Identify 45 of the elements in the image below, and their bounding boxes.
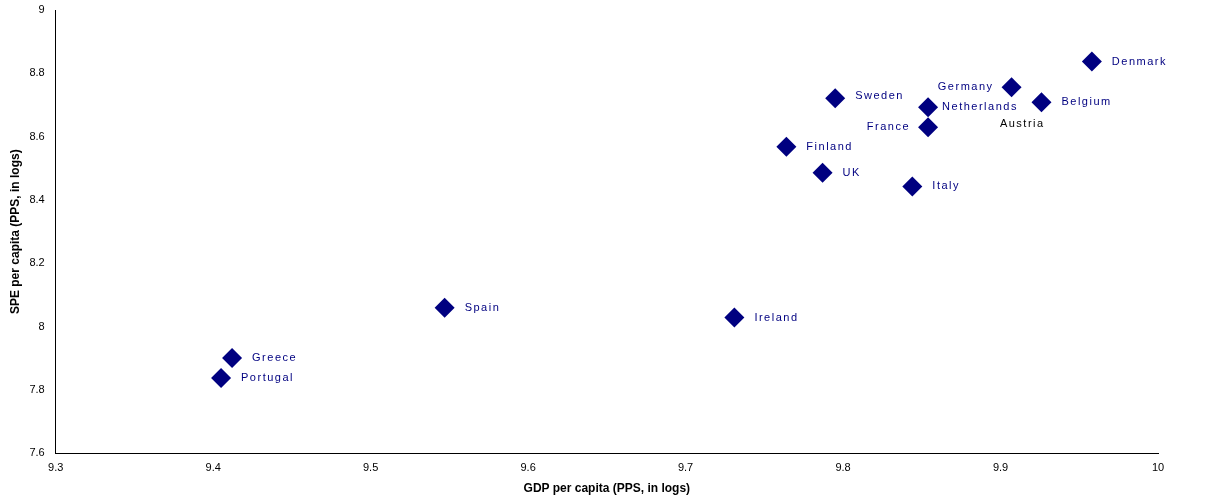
x-axis-title: GDP per capita (PPS, in logs) (523, 481, 691, 496)
y-tick-label: 9 (38, 3, 45, 16)
point (825, 88, 846, 109)
point (902, 176, 923, 197)
series-label: Italy (932, 179, 961, 192)
series-label: Sweden (855, 89, 904, 102)
point (1031, 92, 1052, 113)
x-tick-label: 9.3 (48, 461, 64, 474)
series-label: Spain (464, 300, 501, 313)
y-tick-label: 8.4 (29, 193, 45, 206)
x-tick-label: 9.4 (205, 461, 221, 474)
series-label: Belgium (1061, 95, 1112, 108)
series-label: Greece (252, 351, 298, 364)
series-label: Portugal (241, 371, 295, 384)
series-label: Finland (806, 139, 853, 152)
series-label: France (866, 120, 911, 133)
y-tick-label: 8 (38, 319, 45, 332)
annotation: Austria (999, 117, 1045, 130)
point (776, 136, 797, 157)
x-tick-label: 9.5 (362, 461, 379, 474)
point (211, 368, 232, 389)
point (812, 162, 833, 183)
series-label: Netherlands (942, 100, 1018, 113)
y-tick-label: 7.8 (29, 383, 45, 396)
point (918, 117, 939, 138)
y-tick-label: 8.6 (29, 129, 45, 142)
point (918, 97, 939, 118)
point (434, 297, 455, 318)
x-tick-label: 9.8 (835, 461, 851, 474)
y-tick-label: 8.2 (29, 256, 45, 269)
y-tick-label: 7.6 (29, 446, 45, 459)
y-axis-title: SPE per capita (PPS, in logs) (7, 149, 22, 315)
x-tick-label: 9.9 (992, 461, 1009, 474)
point (222, 348, 243, 369)
series-label: Ireland (754, 310, 799, 323)
series-label: Denmark (1111, 54, 1167, 67)
y-tick-label: 8.8 (29, 66, 45, 79)
point (724, 307, 745, 328)
point (1081, 51, 1102, 72)
series-label: Germany (937, 80, 994, 93)
point (1001, 77, 1022, 98)
series-label: UK (842, 165, 861, 178)
x-tick-label: 10 (1151, 461, 1165, 474)
x-tick-label: 9.6 (520, 461, 536, 474)
x-tick-label: 9.7 (677, 461, 694, 474)
